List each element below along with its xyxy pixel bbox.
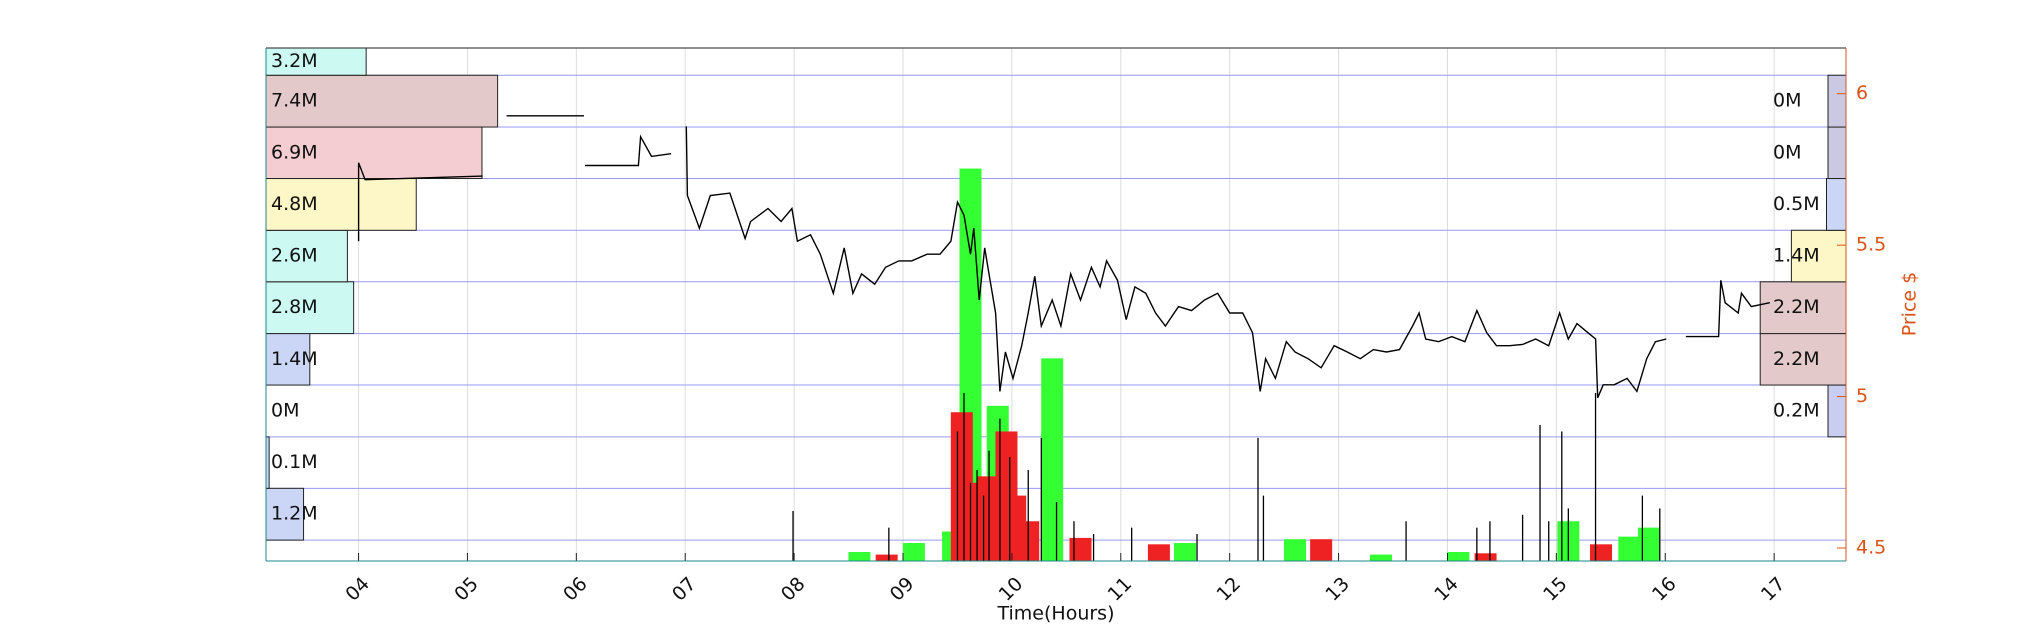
volume-bar (1069, 537, 1092, 561)
volume-bar (1447, 552, 1470, 561)
profile-bar (266, 436, 270, 489)
profile-label: 2.2M (1773, 348, 1820, 370)
profile-label: 2.6M (271, 245, 318, 267)
y2-tick-label: 4.5 (1856, 536, 1886, 558)
profile-bar (1827, 74, 1846, 128)
profile-label: 0M (1773, 141, 1801, 163)
profile-label: 0.1M (271, 451, 318, 473)
profile-label: 0.2M (1773, 399, 1820, 421)
volume-bar (875, 554, 898, 561)
profile-bar (266, 48, 367, 76)
volume-bar (1041, 358, 1064, 561)
volume-bar (1618, 536, 1641, 561)
profile-label: 7.4M (271, 90, 318, 112)
volume-bar (1474, 553, 1497, 561)
volume-bar (1310, 539, 1333, 561)
profile-bar (1827, 384, 1846, 438)
profile-label: 1.2M (271, 503, 318, 525)
volume-bar (1284, 539, 1307, 561)
profile-label: 3.2M (271, 50, 318, 72)
price-line (357, 115, 1770, 399)
y2-axis-label: Price $ (1899, 272, 1921, 336)
profile-label: 2.8M (271, 296, 318, 318)
profile-bar (266, 126, 483, 180)
x-axis-label: Time(Hours) (997, 603, 1115, 625)
profile-bar (266, 229, 348, 283)
volume-bar (1589, 544, 1612, 561)
profile-label: 4.8M (271, 193, 318, 215)
plot-area (266, 48, 1846, 561)
profile-label: 2.2M (1773, 296, 1820, 318)
profile-label: 1.4M (1773, 245, 1820, 267)
profile-bar (1827, 126, 1846, 180)
volume-bar (1637, 527, 1660, 561)
profile-bar (266, 333, 311, 386)
volume-bar (950, 412, 973, 561)
volume-bar (902, 543, 925, 561)
y2-tick-label: 5 (1856, 385, 1868, 407)
profile-label: 0.5M (1773, 193, 1820, 215)
profile-bar (1826, 178, 1846, 231)
profile-label: 0M (271, 399, 299, 421)
volume-bar (848, 552, 871, 561)
volume-bar (1370, 554, 1393, 561)
profile-bar (1790, 229, 1846, 283)
profile-bar (266, 178, 417, 231)
profile-label: 0M (1773, 90, 1801, 112)
y2-tick-label: 6 (1856, 82, 1868, 104)
volume-bar (1174, 543, 1197, 561)
y2-tick-label: 5.5 (1856, 234, 1886, 256)
volume-bar (976, 476, 999, 561)
profile-bar (266, 74, 499, 128)
profile-bar (266, 281, 355, 335)
profile-label: 6.9M (271, 141, 318, 163)
profile-bar (1759, 333, 1846, 386)
volume-bar (1147, 544, 1170, 561)
profile-label: 1.4M (271, 348, 318, 370)
profile-bar (266, 487, 305, 541)
profile-bar (1759, 281, 1846, 335)
